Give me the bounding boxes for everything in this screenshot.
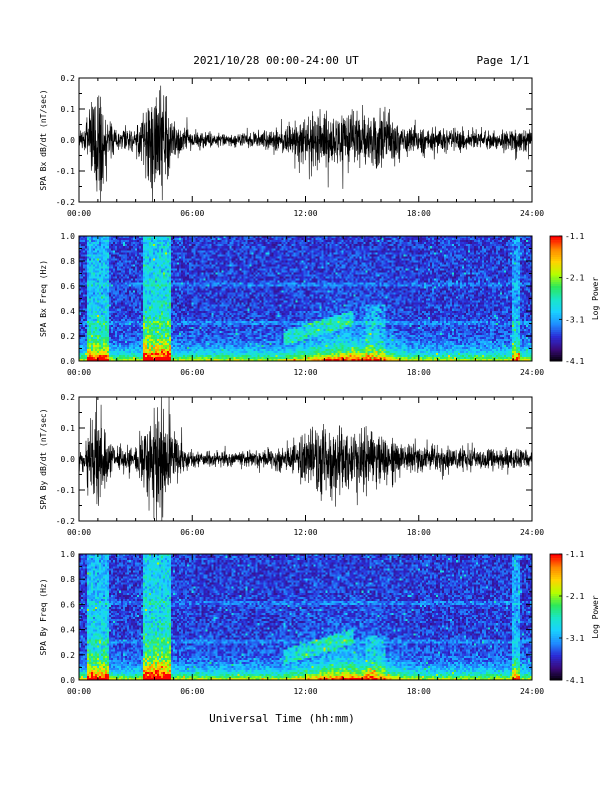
y-axis-title: SPA By Freq (Hz) <box>39 578 48 655</box>
colorbar-tick-label: -1.1 <box>565 550 584 559</box>
colorbar-tick-label: -4.1 <box>565 676 584 685</box>
x-tick-label: 06:00 <box>180 368 204 377</box>
x-tick-label: 12:00 <box>293 368 317 377</box>
spectrogram-cells <box>79 554 533 681</box>
y-tick-label: -0.2 <box>56 517 75 526</box>
x-tick-label: 06:00 <box>180 528 204 537</box>
colorbar-tick-label: -2.1 <box>565 592 584 601</box>
x-tick-label: 18:00 <box>407 209 431 218</box>
colorbar-title: Log Power <box>591 277 600 321</box>
x-tick-label: 12:00 <box>293 528 317 537</box>
colorbar-tick-label: -2.1 <box>565 274 584 283</box>
y-tick-label: 0.0 <box>61 136 76 145</box>
y-tick-label: 0.6 <box>61 600 76 609</box>
panel-4: 00:00 06:00 12:00 18:00 24:00 0.0 0.2 0.4 0.6 0.8… <box>39 550 544 696</box>
waveform-trace <box>79 85 532 202</box>
y-tick-label: 1.0 <box>61 550 76 559</box>
colorbar-tick-label: -1.1 <box>565 232 584 241</box>
x-tick-label: 18:00 <box>407 368 431 377</box>
x-tick-label: 12:00 <box>293 209 317 218</box>
colorbar-tick-label: -3.1 <box>565 315 584 324</box>
x-axis-title: Universal Time (hh:mm) <box>209 712 355 725</box>
x-tick-label: 00:00 <box>67 528 91 537</box>
x-tick-label: 18:00 <box>407 687 431 696</box>
y-tick-label: 0.2 <box>61 332 76 341</box>
y-tick-label: 0.1 <box>61 105 76 114</box>
colorbar-4: -1.1 -2.1 -3.1 -4.1 Log Power <box>549 550 600 685</box>
x-tick-label: 24:00 <box>520 368 544 377</box>
x-tick-label: 24:00 <box>520 209 544 218</box>
y-axis-title: SPA By dB/dt (nT/sec) <box>39 408 48 509</box>
figure-title: 2021/10/28 00:00-24:00 UT <box>193 54 359 67</box>
y-tick-label: -0.2 <box>56 198 75 207</box>
page-number: Page 1/1 <box>477 54 530 67</box>
panel-1: 00:00 06:00 12:00 18:00 24:00 -0.2 -0.1 0.0 0.1 0… <box>39 74 544 218</box>
panel-2: 00:00 06:00 12:00 18:00 24:00 0.0 0.2 0.4 0.6 0.8… <box>39 232 544 377</box>
x-tick-label: 24:00 <box>520 528 544 537</box>
y-tick-label: 0.0 <box>61 357 76 366</box>
colorbar-tick-label: -4.1 <box>565 357 584 366</box>
y-tick-label: 0.4 <box>61 626 76 635</box>
x-tick-label: 00:00 <box>67 209 91 218</box>
y-tick-label: 0.2 <box>61 651 76 660</box>
y-tick-label: 0.2 <box>61 74 76 83</box>
x-tick-label: 00:00 <box>67 368 91 377</box>
y-tick-label: 0.4 <box>61 307 76 316</box>
y-tick-label: 0.8 <box>61 257 76 266</box>
colorbar-title: Log Power <box>591 595 600 639</box>
x-tick-label: 24:00 <box>520 687 544 696</box>
y-tick-label: -0.1 <box>56 167 75 176</box>
y-tick-label: 1.0 <box>61 232 76 241</box>
x-tick-label: 12:00 <box>293 687 317 696</box>
x-tick-label: 00:00 <box>67 687 91 696</box>
waveform-trace <box>79 397 532 521</box>
x-tick-label: 06:00 <box>180 209 204 218</box>
y-tick-label: 0.1 <box>61 424 76 433</box>
y-tick-label: 0.8 <box>61 575 76 584</box>
y-tick-label: -0.1 <box>56 486 75 495</box>
y-tick-label: 0.6 <box>61 282 76 291</box>
spectrogram-cells <box>79 236 533 362</box>
y-axis-title: SPA Bx Freq (Hz) <box>39 260 48 337</box>
y-tick-label: 0.2 <box>61 393 76 402</box>
y-tick-label: 0.0 <box>61 676 76 685</box>
x-tick-label: 18:00 <box>407 528 431 537</box>
panel-3: 00:00 06:00 12:00 18:00 24:00 -0.2 -0.1 0.0 0.1 0… <box>39 393 544 537</box>
colorbar-tick-label: -3.1 <box>565 634 584 643</box>
y-tick-label: 0.0 <box>61 455 76 464</box>
y-axis-title: SPA Bx dB/dt (nT/sec) <box>39 89 48 190</box>
colorbar-2: -1.1 -2.1 -3.1 -4.1 Log Power <box>549 232 600 366</box>
x-tick-label: 06:00 <box>180 687 204 696</box>
